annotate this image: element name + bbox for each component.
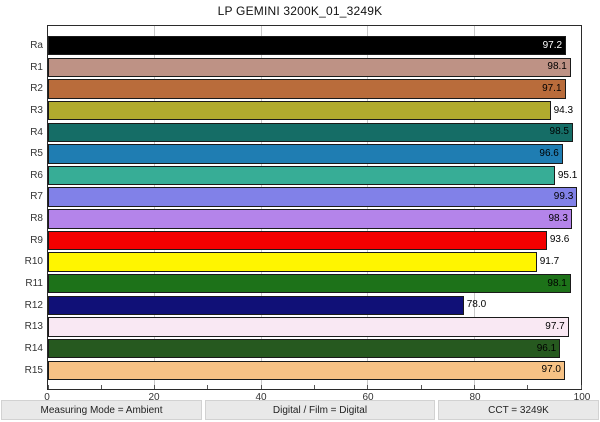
bar-row: R9 93.6 — [30, 230, 581, 251]
bar-label: R2 — [30, 83, 43, 95]
bar-label: R7 — [30, 191, 43, 203]
bar-R5: 96.6 — [48, 144, 563, 164]
bar-value-label: 96.6 — [539, 147, 559, 159]
bar-value-label: 98.5 — [549, 126, 569, 138]
minor-tick — [260, 385, 262, 389]
bar-value-label: 98.1 — [547, 61, 567, 73]
bar-R6: 95.1 — [48, 165, 577, 186]
bar-Ra: 97.2 — [48, 36, 567, 56]
bar-value-label: 78.0 — [466, 299, 487, 311]
gridline — [260, 26, 262, 389]
bar-label: R6 — [30, 169, 43, 181]
x-axis-tick-label: 20 — [148, 392, 160, 403]
bar-label: R14 — [24, 342, 43, 354]
bar-R14: 96.1 — [48, 338, 561, 359]
bar-row: R11 98.1 — [25, 274, 581, 294]
minor-tick — [527, 385, 529, 389]
chart-title: LP GEMINI 3200K_01_3249K — [217, 4, 383, 18]
bar-value-label: 97.7 — [545, 321, 565, 333]
bar-row: R5 96.6 — [30, 144, 581, 164]
x-axis-tick-label: 100 — [573, 392, 591, 403]
bar-value-label: 99.3 — [553, 191, 574, 203]
minor-tick — [314, 385, 315, 389]
bar-R11: 98.1 — [48, 274, 571, 294]
x-axis-tick-label: 60 — [362, 392, 374, 403]
bar-value-label: 96.1 — [536, 342, 557, 354]
minor-tick — [420, 385, 422, 389]
bar-value-label: 95.1 — [557, 169, 578, 181]
status-digital-film: Digital / Film = Digital — [205, 400, 435, 420]
bar-label: R3 — [30, 104, 43, 116]
bar-row: R6 95.1 — [30, 165, 581, 186]
bar-label: R5 — [30, 148, 43, 160]
bar-value-label: 97.2 — [542, 39, 563, 51]
bar-label: R4 — [30, 126, 43, 138]
bar-value-label: 93.6 — [549, 234, 570, 246]
bar-row: R13 97.7 — [25, 317, 581, 337]
x-axis-tick-label: 40 — [255, 392, 267, 403]
bar-R15: 97.0 — [48, 360, 565, 380]
bar-value-label: 91.7 — [539, 256, 560, 268]
bar-label: Ra — [30, 40, 43, 51]
minor-tick — [207, 385, 209, 389]
minor-tick — [367, 385, 369, 389]
minor-tick — [580, 385, 582, 389]
bar-row: R15 97.0 — [25, 360, 581, 380]
bar-row: R8 98.3 — [30, 209, 581, 229]
bar-R7: 99.3 — [48, 187, 578, 207]
minor-tick — [154, 385, 156, 389]
minor-tick — [47, 385, 49, 389]
bar-row: R2 97.1 — [30, 79, 581, 99]
bar-value-label: 94.3 — [553, 104, 574, 116]
bar-R8: 98.3 — [48, 209, 572, 229]
bar-rows: Ra 97.2 R1 98.1 R2 97.1 R3 94.3 R4 98.5 R5 96.6 R6 95… — [25, 26, 581, 389]
bar-row: R14 96.1 — [25, 338, 581, 359]
bar-R1: 98.1 — [48, 57, 571, 78]
bar-label: R12 — [24, 299, 43, 311]
bar-label: R1 — [30, 61, 43, 73]
bar-R3: 94.3 — [48, 100, 573, 121]
bar-value-label: 97.1 — [542, 82, 562, 94]
bar-value-label: 97.0 — [541, 364, 561, 376]
x-axis-tick-labels: 0 20 40 60 80 100 — [44, 392, 590, 406]
gridline — [473, 26, 475, 389]
bar-row: R3 94.3 — [30, 100, 581, 121]
x-axis-tick-label: 0 — [44, 392, 50, 403]
minor-tick — [473, 385, 475, 389]
bar-label: R8 — [30, 213, 43, 225]
status-bar: Measuring Mode = Ambient Digital / Film … — [1, 400, 599, 420]
bar-R9: 93.6 — [48, 230, 569, 251]
bar-R2: 97.1 — [48, 79, 566, 99]
bar-label: R15 — [24, 364, 43, 376]
x-axis-tick-label: 80 — [469, 392, 481, 403]
bar-row: R7 99.3 — [30, 187, 581, 207]
bar-row: Ra 97.2 — [30, 36, 581, 56]
plot-area: Ra 97.2 R1 98.1 R2 97.1 R3 94.3 R4 98.5 R5 96.6 R6 95… — [25, 25, 582, 390]
gridline — [154, 26, 156, 389]
bar-label: R10 — [24, 256, 43, 268]
minor-tick — [100, 385, 102, 389]
bar-R4: 98.5 — [48, 122, 573, 142]
bar-label: R13 — [24, 321, 43, 333]
bar-row: R12 78.0 — [25, 295, 581, 316]
status-measuring-mode: Measuring Mode = Ambient — [1, 400, 202, 420]
bar-row: R10 91.7 — [25, 252, 581, 272]
bar-row: R1 98.1 — [30, 57, 581, 78]
bar-value-label: 98.3 — [548, 212, 568, 224]
bar-R13: 97.7 — [48, 317, 569, 337]
bar-label: R11 — [25, 278, 43, 290]
bar-label: R9 — [30, 234, 43, 246]
bar-R12: 78.0 — [48, 295, 486, 316]
bar-R10: 91.7 — [48, 252, 559, 272]
bar-value-label: 98.1 — [547, 277, 567, 289]
status-cct: CCT = 3249K — [438, 400, 599, 420]
bar-row: R4 98.5 — [30, 122, 581, 142]
gridline — [367, 26, 369, 389]
